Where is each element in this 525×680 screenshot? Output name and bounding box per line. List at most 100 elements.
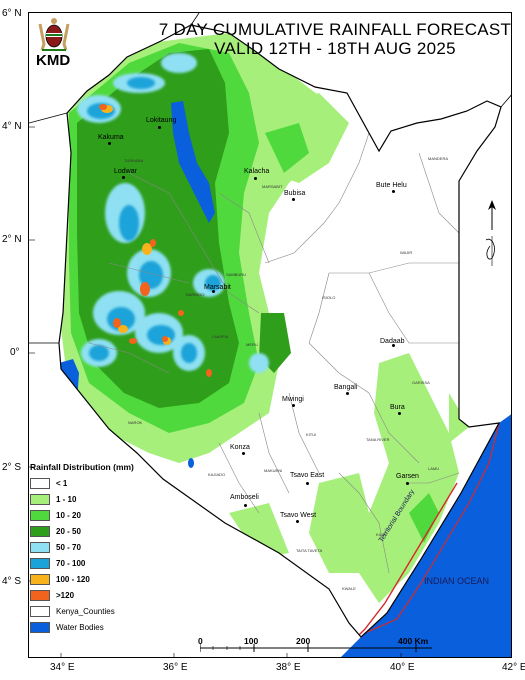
place-bangali: Bangali	[334, 384, 358, 391]
legend-label: >120	[56, 590, 75, 600]
legend-label: 50 - 70	[56, 542, 81, 552]
lon-label-40e: 40° E	[390, 662, 415, 673]
rain-zone-gt-120	[99, 104, 212, 377]
place-dot	[254, 177, 257, 180]
legend-swatch	[30, 589, 50, 601]
lon-label-38e: 38° E	[276, 662, 301, 673]
legend-swatch	[30, 509, 50, 521]
county-label: MERU	[246, 342, 258, 347]
place-dot	[212, 290, 215, 293]
place-kalacha: Kalacha	[244, 168, 270, 175]
place-mwingi: Mwingi	[282, 396, 304, 403]
legend-item-70-100: 70 - 100	[30, 555, 170, 571]
legend: Rainfall Distribution (mm) < 1 1 - 10 10…	[30, 462, 170, 635]
kenya-outline	[58, 24, 502, 638]
legend-item-water: Water Bodies	[30, 619, 170, 635]
place-dot	[392, 190, 395, 193]
legend-label: Water Bodies	[56, 622, 104, 632]
place-dot	[292, 404, 295, 407]
place-bubisa: Bubisa	[284, 190, 306, 197]
place-dadaab: Dadaab	[380, 338, 405, 345]
county-label: KWALE	[342, 586, 356, 591]
place-bute-helu: Bute Helu	[376, 182, 407, 189]
lat-label-4s: 4° S	[2, 576, 22, 587]
county-label: LAIKIPIA	[212, 334, 229, 339]
place-dot	[306, 482, 309, 485]
place-dot	[392, 344, 395, 347]
kenya-rainfall-map	[29, 13, 511, 657]
county-label: WAJIR	[400, 250, 413, 255]
legend-swatch	[30, 541, 50, 553]
legend-label: 70 - 100	[56, 558, 86, 568]
lat-label-2n: 2° N	[2, 234, 22, 245]
legend-label: 20 - 50	[56, 526, 81, 536]
county-label: SAMBURU	[226, 272, 247, 277]
county-label: TURKANA	[124, 158, 144, 163]
place-konza: Konza	[230, 444, 250, 451]
legend-title: Rainfall Distribution (mm)	[30, 462, 134, 472]
scale-bar	[200, 644, 432, 652]
legend-item-20-50: 20 - 50	[30, 523, 170, 539]
county-borders	[88, 132, 460, 574]
place-lodwar: Lodwar	[114, 168, 137, 175]
legend-item-gt120: >120	[30, 587, 170, 603]
lat-label-2s: 2° S	[2, 462, 22, 473]
place-dot	[398, 412, 401, 415]
place-amboseli: Amboseli	[230, 494, 259, 501]
lon-label-36e: 36° E	[163, 662, 188, 673]
lat-label-0: 0°	[10, 347, 20, 358]
lon-label-34e: 34° E	[50, 662, 75, 673]
lon-label-42e: 42° E	[502, 662, 525, 673]
map-area	[28, 12, 512, 658]
place-dot	[346, 392, 349, 395]
lat-label-6n: 6° N	[2, 8, 22, 19]
place-garsen: Garsen	[396, 473, 419, 480]
legend-label: Kenya_Counties	[56, 606, 115, 616]
legend-swatch	[30, 573, 50, 585]
legend-label: 100 - 120	[56, 574, 90, 584]
legend-swatch	[30, 493, 50, 505]
legend-swatch	[30, 621, 50, 633]
county-label: KAJIADO	[208, 472, 226, 477]
place-dot	[244, 504, 247, 507]
legend-swatch	[30, 605, 50, 617]
legend-item-counties: Kenya_Counties	[30, 603, 170, 619]
place-tsavo-west: Tsavo West	[280, 512, 317, 519]
county-label: TANA RIVER	[366, 437, 390, 442]
territorial-boundary	[358, 482, 458, 636]
map-title-line1: 7 DAY CUMULATIVE RAINFALL FORECAST	[158, 20, 512, 39]
legend-label: < 1	[56, 478, 68, 488]
indian-ocean	[341, 414, 511, 657]
scale-label-200: 200	[296, 636, 311, 646]
legend-item-lt1: < 1	[30, 475, 170, 491]
place-dot	[122, 176, 125, 179]
legend-label: 10 - 20	[56, 510, 81, 520]
indian-ocean-label: INDIAN OCEAN	[424, 576, 490, 586]
coat-of-arms-icon	[38, 18, 70, 51]
lake-turkana	[171, 101, 215, 223]
place-dot	[158, 126, 161, 129]
place-dot	[292, 198, 295, 201]
territorial-boundary-sea	[364, 422, 500, 634]
place-dot	[108, 142, 111, 145]
scale-label-100: 100	[244, 636, 259, 646]
legend-swatch	[30, 477, 50, 489]
place-dot	[296, 520, 299, 523]
county-label: ISIOLO	[322, 295, 336, 300]
legend-item-50-70: 50 - 70	[30, 539, 170, 555]
county-label: LAMU	[428, 466, 440, 471]
north-arrow-icon	[485, 200, 496, 266]
legend-item-1-10: 1 - 10	[30, 491, 170, 507]
rain-zone-100-120	[101, 105, 171, 345]
county-label: NAROK	[128, 420, 143, 425]
legend-swatch	[30, 525, 50, 537]
neighbor-border	[29, 13, 511, 344]
county-label: KITUI	[306, 432, 317, 437]
place-dot	[406, 482, 409, 485]
map-title-line2: VALID 12TH - 18TH AUG 2025	[214, 39, 456, 58]
legend-item-100-120: 100 - 120	[30, 571, 170, 587]
legend-swatch	[30, 557, 50, 569]
county-label: MANDERA	[428, 156, 449, 161]
legend-label: 1 - 10	[56, 494, 77, 504]
legend-item-10-20: 10 - 20	[30, 507, 170, 523]
